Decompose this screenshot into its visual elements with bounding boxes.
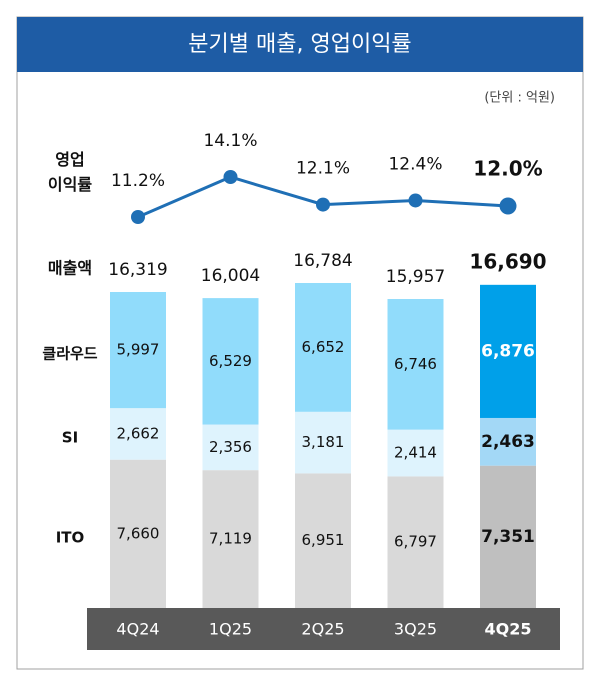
margin-point: [408, 193, 423, 208]
data-label: 2,356: [209, 438, 252, 456]
data-label: 2,463: [481, 432, 535, 452]
margin-point: [499, 197, 517, 215]
margin-point: [316, 197, 330, 212]
x-tick-label: 3Q25: [394, 620, 437, 639]
data-label: 7,660: [117, 524, 160, 542]
bar-segment: [387, 299, 444, 430]
chart-title: 분기별 매출, 영업이익률: [188, 32, 411, 57]
bar-segment: [387, 476, 444, 608]
bar-segment: [480, 284, 536, 418]
data-label: 3,181: [302, 433, 345, 451]
data-label: 6,797: [394, 533, 437, 551]
bar-segment: [480, 465, 536, 608]
x-tick-label: 2Q25: [301, 620, 344, 639]
data-label: 6,746: [394, 355, 437, 373]
x-tick-label: 4Q24: [116, 620, 159, 639]
bar-segment: [202, 470, 259, 608]
data-label: 5,997: [117, 341, 160, 359]
margin-label: 11.2%: [111, 171, 165, 191]
row-label: 매출액: [48, 259, 92, 278]
header: [17, 17, 583, 72]
x-tick-label: 4Q25: [485, 620, 532, 639]
margin-label: 12.1%: [296, 159, 350, 179]
row-label: 클라우드: [42, 345, 97, 363]
row-label-line: 이익률: [48, 175, 92, 194]
row-label-line: 영업: [55, 150, 84, 169]
total-label: 15,957: [386, 267, 445, 287]
data-label: 2,414: [394, 444, 437, 462]
margin-point: [223, 170, 238, 184]
margin-label: 12.0%: [473, 156, 542, 180]
data-label: 7,119: [209, 530, 252, 548]
data-label: 2,662: [117, 424, 160, 442]
row-label: ITO: [56, 528, 85, 546]
total-label: 16,784: [293, 251, 352, 271]
unit-note: (단위 : 억원): [484, 91, 555, 106]
data-label: 6,951: [302, 531, 345, 549]
data-label: 6,529: [209, 352, 252, 370]
bar-segment: [295, 473, 351, 608]
row-label: SI: [62, 428, 78, 446]
bar-segment: [202, 298, 259, 425]
category-band: [87, 608, 560, 650]
margin-label: 12.4%: [388, 154, 442, 174]
bar-segment: [110, 459, 166, 608]
total-label: 16,690: [469, 249, 546, 273]
total-label: 16,319: [108, 260, 167, 280]
data-label: 7,351: [481, 527, 535, 547]
bar-segment: [295, 283, 351, 412]
total-label: 16,004: [201, 266, 260, 286]
bar-segment: [110, 292, 166, 409]
x-tick-label: 1Q25: [209, 620, 252, 639]
margin-label: 14.1%: [203, 131, 257, 151]
data-label: 6,652: [302, 338, 345, 356]
bar-segment: [202, 424, 259, 471]
data-label: 6,876: [481, 341, 535, 361]
bar-segment: [110, 408, 166, 460]
bar-segment: [387, 429, 444, 477]
margin-point: [131, 210, 145, 224]
bar-segment: [480, 417, 536, 466]
bar-segment: [295, 411, 351, 474]
